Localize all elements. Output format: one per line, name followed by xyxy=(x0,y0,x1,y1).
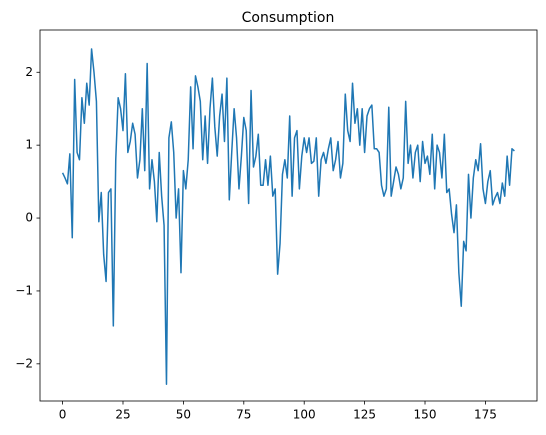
x-tick-label: 150 xyxy=(414,408,437,422)
y-tick-label: 2 xyxy=(25,65,33,79)
line-series xyxy=(61,48,515,385)
y-tick-label: 1 xyxy=(25,138,33,152)
axes-frame xyxy=(39,29,538,402)
y-tick-label: −2 xyxy=(15,356,33,370)
x-tick-label: 50 xyxy=(176,408,191,422)
x-tick-label: 25 xyxy=(115,408,130,422)
y-tick-label: 0 xyxy=(25,211,33,225)
x-tick-label: 175 xyxy=(474,408,497,422)
y-tick-label: −1 xyxy=(15,283,33,297)
x-tick-label: 125 xyxy=(353,408,376,422)
x-tick-label: 0 xyxy=(59,408,67,422)
chart-title: Consumption xyxy=(242,10,335,26)
x-tick-label: 75 xyxy=(236,408,251,422)
x-tick-label: 100 xyxy=(293,408,316,422)
